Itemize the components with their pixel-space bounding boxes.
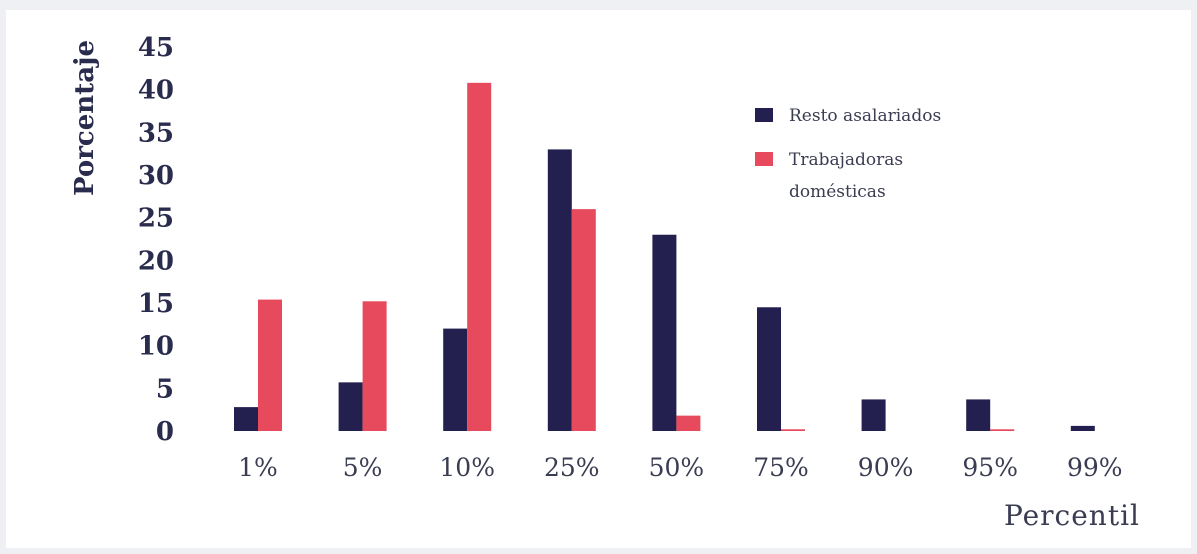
bar-trabajadoras-domesticas-50pct xyxy=(676,415,701,431)
bar-trabajadoras-domesticas-10pct xyxy=(467,82,492,431)
legend-label: domésticas xyxy=(789,182,886,202)
y-axis-label: Porcentaje xyxy=(70,40,100,196)
x-tick-label: 50% xyxy=(649,453,705,482)
bar-resto-asalariados-25pct xyxy=(547,149,572,431)
y-tick-label: 0 xyxy=(156,417,174,447)
x-tick-label: 90% xyxy=(858,453,914,482)
x-tick-label: 1% xyxy=(238,453,278,482)
x-tick-label: 10% xyxy=(439,453,495,482)
bar-trabajadoras-domesticas-95pct xyxy=(990,429,1015,431)
x-tick-label: 75% xyxy=(753,453,809,482)
y-tick-label: 35 xyxy=(138,118,174,148)
bars xyxy=(234,82,1095,431)
legend-label: Trabajadoras xyxy=(789,150,903,170)
y-tick-label: 30 xyxy=(138,161,174,191)
legend-swatch xyxy=(755,108,773,122)
y-tick-label: 45 xyxy=(138,33,174,63)
y-tick-label: 25 xyxy=(138,204,174,234)
x-tick-label: 25% xyxy=(544,453,600,482)
bar-trabajadoras-domesticas-75pct xyxy=(781,429,805,431)
x-tick-label: 5% xyxy=(343,453,383,482)
bar-resto-asalariados-99pct xyxy=(1070,425,1095,431)
bar-resto-asalariados-95pct xyxy=(966,399,991,431)
x-tick-label: 95% xyxy=(962,453,1018,482)
y-tick-label: 20 xyxy=(138,246,174,276)
y-tick-label: 10 xyxy=(138,332,174,362)
legend-label: Resto asalariados xyxy=(789,106,941,126)
chart-frame xyxy=(6,10,1191,548)
bar-trabajadoras-domesticas-1pct xyxy=(258,299,282,431)
legend: Resto asalariados Trabajadoras domésticas xyxy=(755,106,941,202)
bar-trabajadoras-domesticas-25pct xyxy=(571,209,596,431)
x-tick-label: 99% xyxy=(1067,453,1123,482)
bar-resto-asalariados-90pct xyxy=(861,399,886,431)
bar-resto-asalariados-75pct xyxy=(757,307,781,431)
x-axis-label: Percentil xyxy=(1004,499,1140,532)
x-axis-ticks: 1% 5% 10% 25% 50% 75% 90% 95% 99% xyxy=(238,453,1122,482)
bar-resto-asalariados-1pct xyxy=(234,407,258,431)
legend-swatch xyxy=(755,152,773,166)
y-tick-label: 5 xyxy=(156,374,174,404)
bar-resto-asalariados-10pct xyxy=(443,328,468,431)
bar-resto-asalariados-5pct xyxy=(338,382,363,431)
y-axis-ticks: 0 5 10 15 20 25 30 35 40 45 xyxy=(138,33,174,447)
y-tick-label: 15 xyxy=(138,289,174,319)
y-tick-label: 40 xyxy=(138,76,174,106)
bar-trabajadoras-domesticas-5pct xyxy=(362,301,387,431)
bar-resto-asalariados-50pct xyxy=(652,234,677,431)
